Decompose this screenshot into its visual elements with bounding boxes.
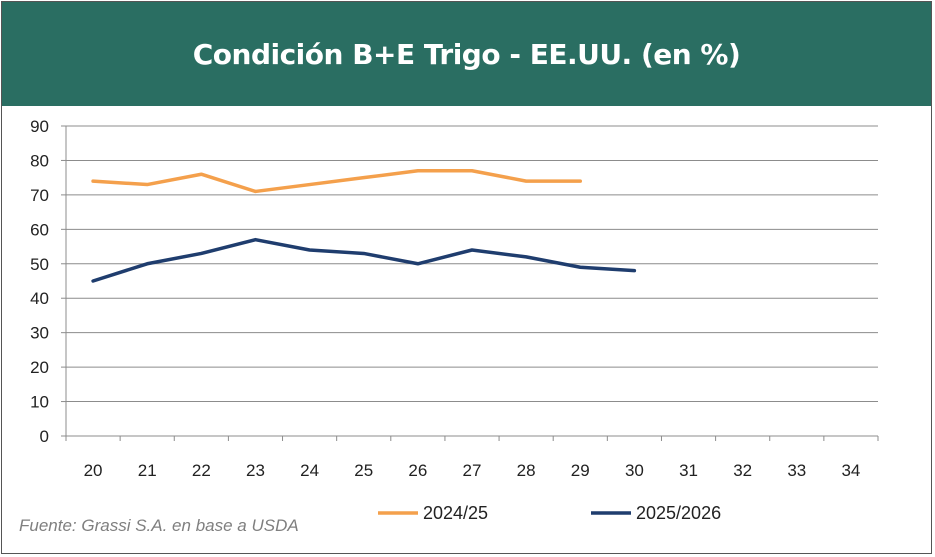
x-tick-label: 28 (517, 461, 536, 480)
legend-label: 2025/2026 (636, 503, 721, 523)
x-tick-label: 22 (192, 461, 211, 480)
gridlines (66, 125, 878, 403)
x-tick-label: 23 (246, 461, 265, 480)
chart-header: Condición B+E Trigo - EE.UU. (en %) (2, 2, 931, 106)
y-tick-label: 50 (30, 255, 49, 274)
y-axis-ticks: 0 10 20 30 40 50 60 70 80 90 (30, 117, 66, 446)
x-tick-label: 31 (679, 461, 698, 480)
y-tick-label: 20 (30, 358, 49, 377)
y-tick-label: 70 (30, 186, 49, 205)
y-tick-label: 80 (30, 151, 49, 170)
legend-label: 2024/25 (423, 503, 488, 523)
series-line-1 (91, 169, 583, 194)
x-tick-label: 29 (571, 461, 590, 480)
x-tick-label: 32 (733, 461, 752, 480)
y-tick-label: 60 (30, 220, 49, 239)
x-tick-label: 26 (408, 461, 427, 480)
x-axis-ticks: 20 21 22 23 24 25 26 27 28 29 30 31 32 33 34 (65, 436, 879, 480)
series-line-2 (91, 237, 637, 283)
axes (65, 126, 878, 437)
y-tick-label: 0 (40, 427, 49, 446)
y-tick-label: 90 (30, 117, 49, 136)
y-tick-label: 10 (30, 393, 49, 412)
y-tick-label: 40 (30, 289, 49, 308)
x-tick-label: 27 (463, 461, 482, 480)
x-tick-label: 25 (354, 461, 373, 480)
x-tick-label: 34 (841, 461, 860, 480)
x-tick-label: 24 (300, 461, 319, 480)
source-note: Fuente: Grassi S.A. en base a USDA (19, 516, 299, 535)
chart-title: Condición B+E Trigo - EE.UU. (en %) (192, 37, 741, 71)
y-tick-label: 30 (30, 324, 49, 343)
legend: 2024/25 2025/2026 (378, 503, 721, 523)
x-tick-label: 33 (787, 461, 806, 480)
x-tick-label: 21 (138, 461, 157, 480)
x-tick-label: 30 (625, 461, 644, 480)
series-lines (91, 169, 637, 283)
x-tick-label: 20 (84, 461, 103, 480)
